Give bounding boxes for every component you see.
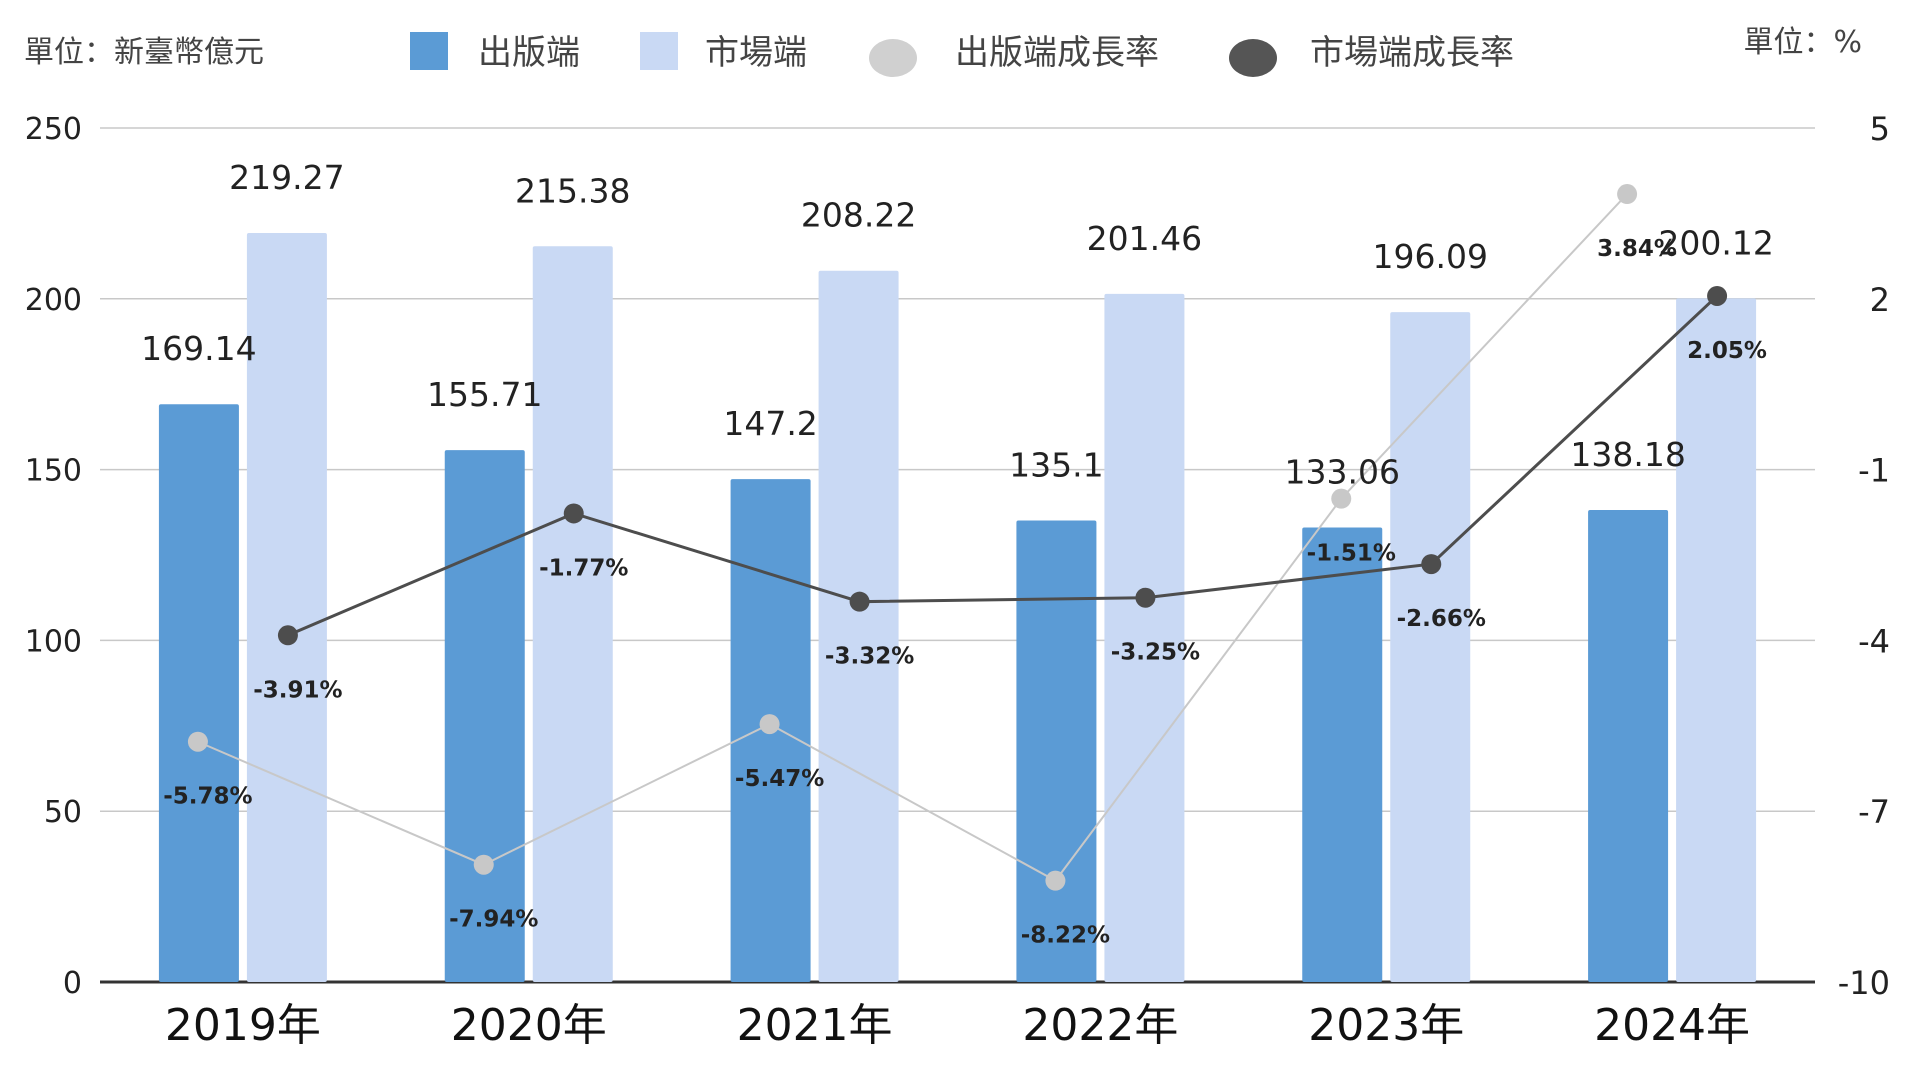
publisher-growth-line bbox=[197, 193, 1628, 882]
legend-dot-4 bbox=[1229, 39, 1277, 77]
publisher-bar bbox=[158, 404, 239, 982]
legend-swatch-1 bbox=[410, 32, 448, 70]
publisher-growth-point bbox=[1331, 488, 1352, 509]
market-growth-label: -2.66% bbox=[1397, 606, 1486, 632]
growth-lines bbox=[187, 184, 1728, 891]
legend-label-1: 出版端 bbox=[478, 33, 580, 73]
market-bar-value-label: 196.09 bbox=[1373, 237, 1488, 276]
market-growth-point bbox=[277, 625, 298, 646]
category-label: 2022年 bbox=[1022, 1000, 1178, 1051]
legend-label-3: 出版端成長率 bbox=[955, 33, 1159, 73]
right-tick-label: -1 bbox=[1858, 452, 1890, 490]
market-bar bbox=[246, 232, 327, 982]
publisher-bar-value-label: 133.06 bbox=[1285, 452, 1400, 491]
market-bar bbox=[1104, 293, 1185, 983]
category-label: 2019年 bbox=[165, 1000, 321, 1051]
market-growth-line bbox=[287, 294, 1719, 637]
legend-label-4: 市場端成長率 bbox=[1310, 33, 1514, 73]
market-bar-value-label: 219.27 bbox=[229, 158, 344, 197]
market-bar-value-label: 201.46 bbox=[1087, 219, 1202, 258]
market-bar bbox=[1676, 298, 1757, 982]
category-label: 2023年 bbox=[1308, 1000, 1464, 1051]
market-growth-point bbox=[1707, 285, 1728, 306]
publisher-bar-value-label: 155.71 bbox=[427, 375, 542, 414]
publisher-bar-value-label: 135.1 bbox=[1009, 445, 1103, 484]
publisher-growth-label: -8.22% bbox=[1021, 923, 1110, 949]
market-bar bbox=[1390, 312, 1471, 982]
market-bar bbox=[532, 246, 613, 983]
left-tick-label: 50 bbox=[44, 795, 82, 830]
right-tick-label: -10 bbox=[1838, 964, 1890, 1002]
publisher-bar bbox=[444, 450, 525, 983]
unit-left-label: 單位：新臺幣億元 bbox=[24, 35, 264, 70]
publisher-bar bbox=[1588, 509, 1669, 982]
category-label: 2021年 bbox=[737, 1000, 893, 1051]
right-tick-label: -4 bbox=[1858, 622, 1890, 660]
publisher-growth-label: 3.84% bbox=[1597, 236, 1677, 262]
gridlines bbox=[100, 127, 1815, 984]
market-bar-value-label: 215.38 bbox=[515, 171, 630, 210]
market-growth-point bbox=[849, 591, 870, 612]
publisher-growth-point bbox=[1617, 184, 1638, 205]
category-label: 2020年 bbox=[451, 1000, 607, 1051]
publisher-growth-label: -5.78% bbox=[163, 784, 252, 810]
market-bar-value-label: 208.22 bbox=[801, 196, 916, 235]
category-axis: 2019年 2020年 2021年 2022年 2023年 2024年 bbox=[165, 1000, 1750, 1051]
publisher-growth-label: -5.47% bbox=[735, 766, 824, 792]
left-tick-label: 150 bbox=[25, 454, 82, 489]
legend-label-2: 市場端 bbox=[705, 33, 807, 73]
left-tick-label: 100 bbox=[25, 624, 82, 659]
market-growth-label: -3.91% bbox=[253, 677, 342, 703]
legend-dot-3 bbox=[869, 39, 917, 77]
publisher-growth-label: -1.51% bbox=[1307, 541, 1396, 567]
right-tick-label: 2 bbox=[1870, 281, 1890, 319]
publisher-growth-point bbox=[759, 714, 780, 735]
publisher-bar bbox=[1016, 520, 1097, 982]
legend-swatch-2 bbox=[640, 32, 678, 70]
right-tick-label: 5 bbox=[1870, 110, 1890, 148]
market-growth-point bbox=[1421, 554, 1442, 575]
publisher-growth-point bbox=[187, 731, 208, 752]
market-growth-label: 2.05% bbox=[1687, 338, 1767, 364]
right-axis: -10 -7 -4 -1 2 5 bbox=[1838, 110, 1890, 1002]
market-growth-label: -1.77% bbox=[539, 555, 628, 581]
left-axis: 0 50 100 150 200 250 bbox=[25, 112, 82, 1001]
right-tick-label: -7 bbox=[1858, 793, 1890, 831]
bars bbox=[158, 232, 1757, 983]
legend: 出版端 市場端 出版端成長率 市場端成長率 bbox=[410, 32, 1514, 77]
publisher-bar bbox=[1302, 527, 1383, 982]
market-bar-value-label: 200.12 bbox=[1658, 223, 1773, 262]
market-bar bbox=[818, 270, 899, 983]
publisher-growth-point bbox=[473, 854, 494, 875]
data-labels: 169.14 219.27 155.71 215.38 147.2 208.22 135.1… bbox=[141, 158, 1774, 949]
publisher-bar-value-label: 147.2 bbox=[723, 404, 817, 443]
market-growth-point bbox=[1135, 587, 1156, 608]
left-tick-label: 250 bbox=[25, 112, 82, 147]
market-growth-label: -3.25% bbox=[1111, 640, 1200, 666]
publisher-growth-label: -7.94% bbox=[449, 907, 538, 933]
publisher-bar-value-label: 138.18 bbox=[1570, 435, 1685, 474]
category-label: 2024年 bbox=[1594, 1000, 1750, 1051]
left-tick-label: 200 bbox=[25, 283, 82, 318]
market-growth-point bbox=[563, 503, 584, 524]
left-tick-label: 0 bbox=[63, 966, 82, 1001]
publisher-bar-value-label: 169.14 bbox=[141, 329, 256, 368]
unit-right-label: 單位：% bbox=[1743, 25, 1862, 60]
market-growth-label: -3.32% bbox=[825, 644, 914, 670]
publisher-growth-point bbox=[1045, 870, 1066, 891]
